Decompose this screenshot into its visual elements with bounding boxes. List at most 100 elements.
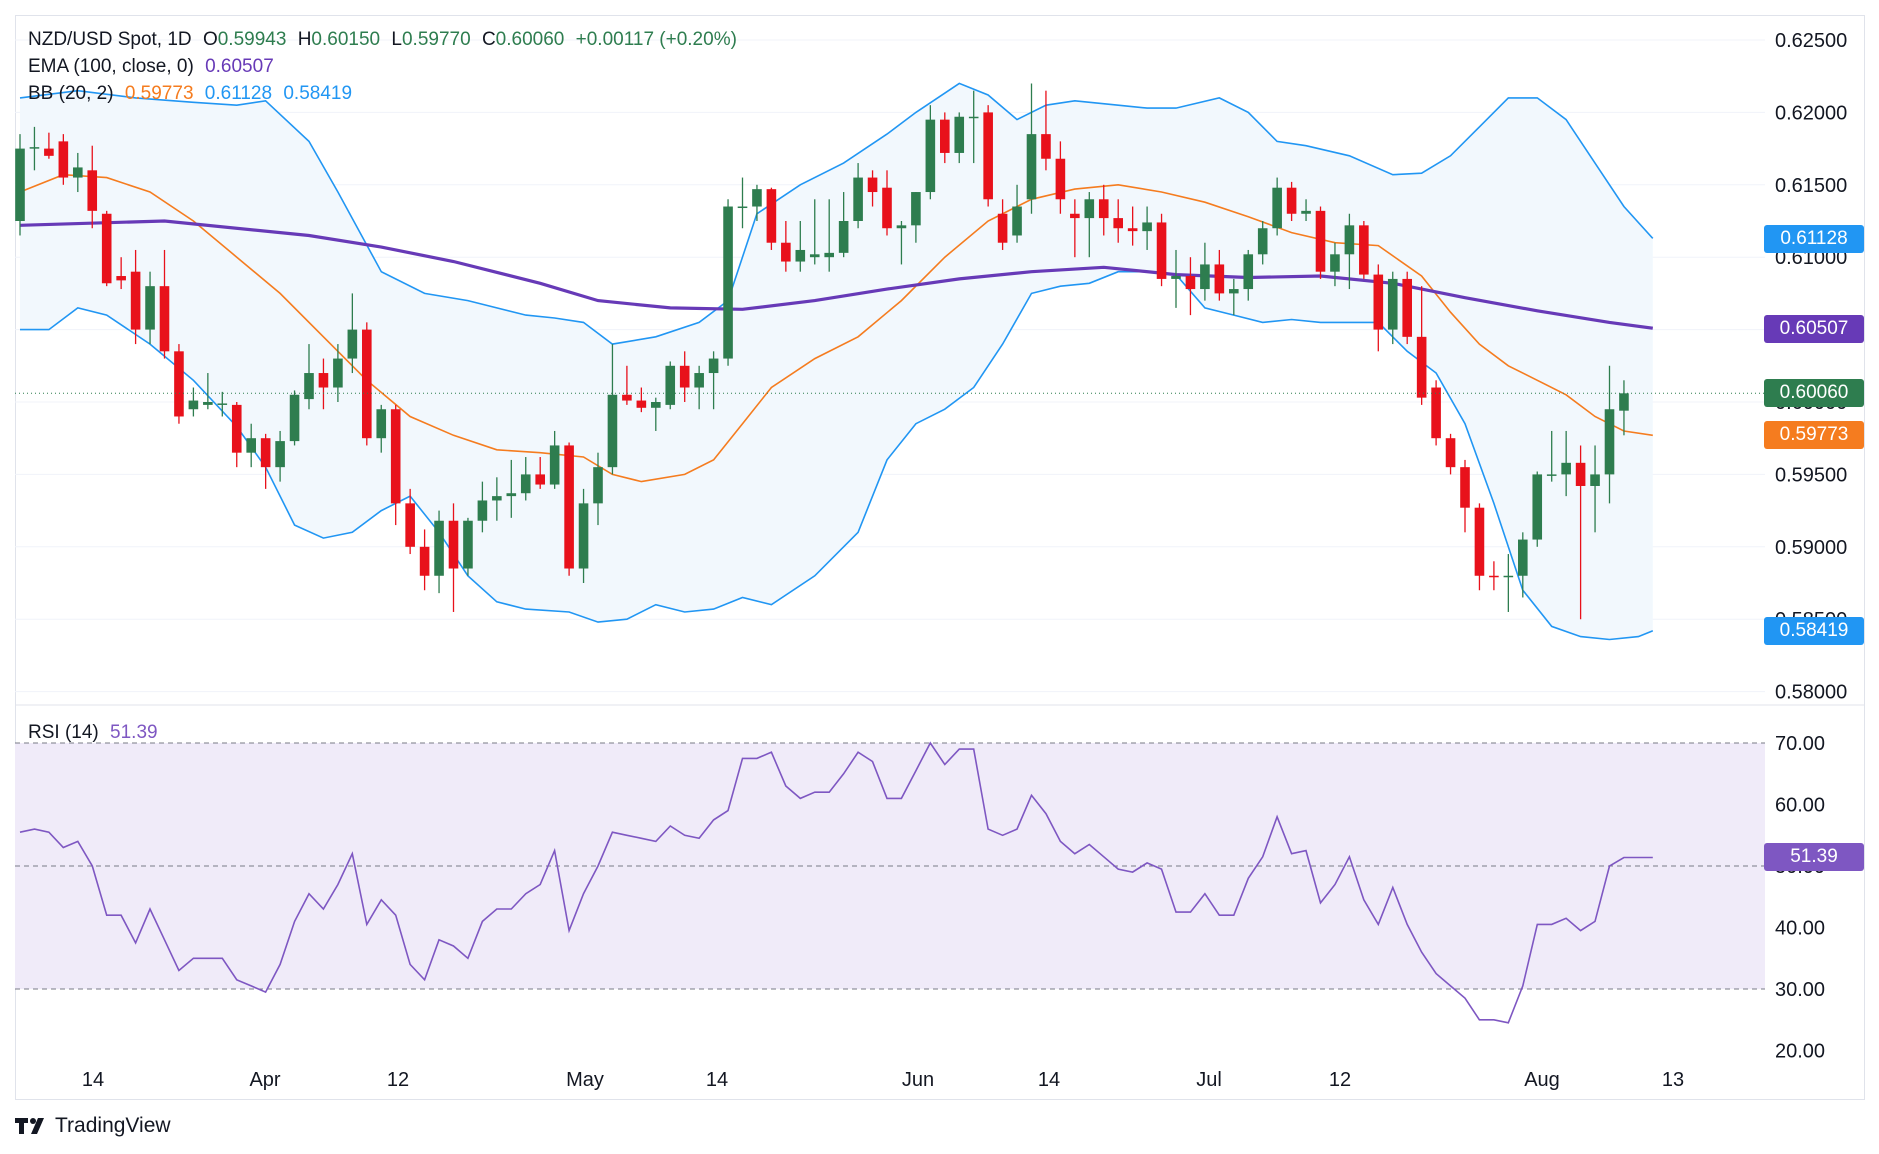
candle[interactable] [1098, 184, 1109, 236]
candle[interactable] [1546, 430, 1557, 482]
candle[interactable] [1604, 365, 1615, 504]
candle[interactable] [130, 249, 141, 345]
candle[interactable] [1156, 213, 1167, 287]
candle[interactable] [1445, 433, 1456, 475]
candle[interactable] [607, 344, 618, 475]
candle[interactable] [549, 430, 560, 489]
candle[interactable] [838, 192, 849, 258]
candle[interactable] [260, 433, 271, 489]
candle[interactable] [44, 132, 54, 159]
candle[interactable] [1257, 221, 1268, 265]
candle[interactable] [968, 90, 979, 164]
candle[interactable] [925, 105, 936, 200]
candle[interactable] [289, 390, 300, 446]
candle[interactable] [477, 481, 488, 533]
candle[interactable] [188, 387, 199, 417]
candle[interactable] [1055, 141, 1066, 214]
candle[interactable] [708, 351, 719, 410]
time-axis[interactable]: 14 Apr 12 May 14 Jun 14 Jul 12 Aug 13 [82, 1069, 1684, 1091]
candle[interactable] [1387, 271, 1398, 345]
candle[interactable] [1229, 278, 1239, 316]
candle[interactable] [1590, 445, 1600, 533]
candle[interactable] [15, 134, 25, 236]
candle[interactable] [622, 365, 632, 405]
candle[interactable] [304, 344, 314, 410]
candle[interactable] [145, 271, 155, 345]
candle[interactable] [87, 145, 98, 229]
candle[interactable] [867, 170, 878, 207]
candle[interactable] [954, 112, 965, 164]
candle[interactable] [1012, 184, 1022, 243]
candle[interactable] [997, 199, 1008, 250]
candle[interactable] [1344, 213, 1355, 290]
candle[interactable] [1330, 242, 1340, 287]
candle[interactable] [1185, 257, 1196, 316]
candle[interactable] [419, 529, 430, 591]
candle[interactable] [1171, 249, 1181, 308]
candle[interactable] [679, 351, 690, 402]
candle[interactable] [463, 517, 473, 576]
candle[interactable] [1142, 206, 1152, 250]
candle[interactable] [651, 397, 661, 431]
candle[interactable] [347, 293, 358, 374]
candle[interactable] [1416, 286, 1427, 405]
candle[interactable] [896, 221, 907, 265]
candle[interactable] [1315, 206, 1326, 279]
candle[interactable] [492, 477, 502, 521]
candle[interactable] [1373, 264, 1384, 352]
candle[interactable] [318, 358, 329, 410]
candle[interactable] [1214, 249, 1225, 301]
candle[interactable] [723, 199, 733, 366]
candle[interactable] [333, 344, 343, 402]
candle[interactable] [795, 221, 806, 272]
candle[interactable] [29, 126, 40, 171]
candle[interactable] [1041, 90, 1051, 171]
candle[interactable] [636, 387, 647, 413]
candle[interactable] [1301, 199, 1311, 221]
candle[interactable] [73, 152, 83, 193]
candle[interactable] [535, 457, 545, 489]
rsi-legend[interactable]: RSI (14) 51.39 [28, 720, 164, 746]
tradingview-logo[interactable]: TradingView [15, 1114, 171, 1138]
candle[interactable] [1243, 249, 1254, 301]
candle[interactable] [1359, 221, 1369, 279]
candle[interactable] [1070, 199, 1080, 258]
candle[interactable] [781, 221, 791, 272]
candle[interactable] [1518, 532, 1528, 598]
candle[interactable] [1272, 177, 1282, 236]
candle[interactable] [58, 134, 69, 185]
candle[interactable] [1575, 445, 1586, 620]
candle[interactable] [752, 184, 762, 221]
candle[interactable] [1200, 242, 1210, 301]
candle[interactable] [983, 105, 993, 207]
candle[interactable] [564, 442, 574, 576]
candle[interactable] [1503, 554, 1514, 612]
candle[interactable] [231, 402, 242, 468]
candle[interactable] [434, 510, 444, 594]
candlesticks[interactable] [15, 83, 1629, 620]
candle[interactable] [101, 210, 112, 287]
candle[interactable] [1431, 380, 1441, 446]
symbol-title[interactable]: NZD/USD Spot, 1D [28, 29, 192, 50]
candle[interactable] [1460, 459, 1470, 533]
candle[interactable] [1286, 181, 1297, 221]
candle[interactable] [362, 322, 372, 446]
candle[interactable] [1026, 83, 1037, 214]
candle[interactable] [1402, 271, 1412, 345]
candle[interactable] [520, 457, 531, 501]
candle[interactable] [737, 177, 748, 229]
candle[interactable] [1561, 430, 1571, 497]
candle[interactable] [824, 199, 834, 272]
candle[interactable] [882, 170, 892, 236]
candle[interactable] [665, 361, 676, 410]
candle[interactable] [1532, 471, 1543, 547]
candle[interactable] [246, 423, 256, 468]
candle[interactable] [217, 391, 228, 417]
candle[interactable] [593, 452, 603, 526]
candle[interactable] [940, 112, 950, 164]
candle[interactable] [578, 488, 589, 583]
candle[interactable] [376, 404, 387, 453]
candle[interactable] [694, 365, 704, 410]
